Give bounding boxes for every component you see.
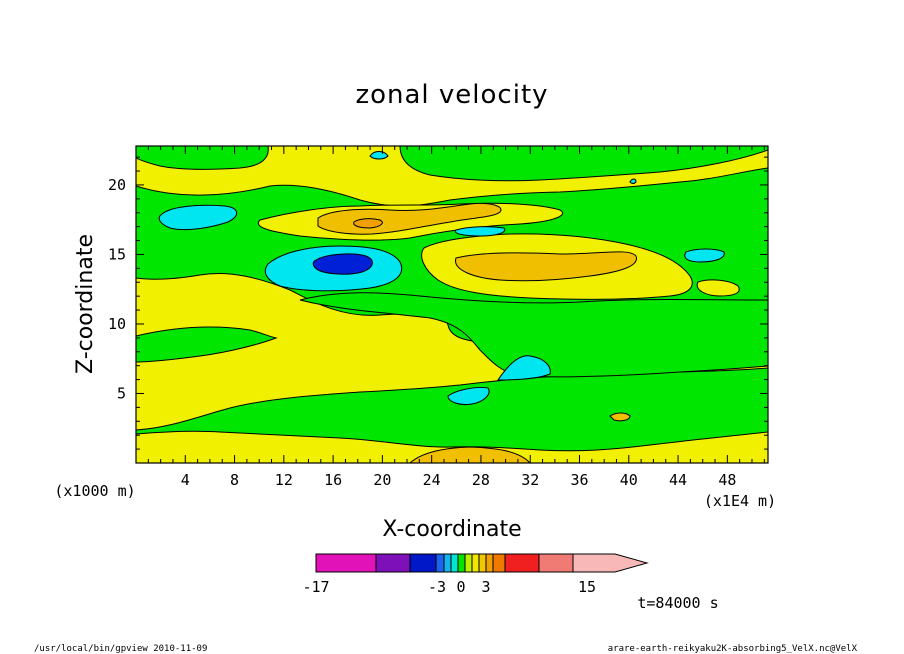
x-tick-label: 36 bbox=[570, 471, 588, 489]
x-tick-label: 12 bbox=[275, 471, 293, 489]
colorbar-labels: -17 -3 0 3 15 bbox=[302, 578, 596, 596]
colorbar-label: 15 bbox=[578, 578, 596, 596]
colorbar-label: 0 bbox=[456, 578, 465, 596]
region-green-mid bbox=[299, 292, 768, 378]
region-orange2-upper bbox=[353, 218, 383, 229]
x-tick-label: 32 bbox=[521, 471, 539, 489]
colorbar bbox=[315, 553, 649, 573]
x-unit-label: (x1E4 m) bbox=[704, 492, 776, 510]
x-tick-label: 44 bbox=[669, 471, 687, 489]
region-green-left bbox=[136, 326, 278, 363]
region-cyan-dot bbox=[369, 151, 389, 160]
colorbar-segment bbox=[572, 553, 649, 573]
colorbar-segment bbox=[375, 553, 411, 573]
region-green-top bbox=[136, 146, 269, 170]
region-orange-mid bbox=[455, 251, 637, 282]
y-axis: 5 10 15 20 bbox=[108, 156, 768, 450]
colorbar-label: -17 bbox=[302, 578, 329, 596]
colorbar-segment bbox=[409, 553, 437, 573]
region-cyan-lower-left bbox=[447, 387, 490, 405]
x-tick-label: 24 bbox=[423, 471, 441, 489]
x-tick-label: 28 bbox=[472, 471, 490, 489]
x-tick-label: 40 bbox=[620, 471, 638, 489]
x-tick-label: 48 bbox=[718, 471, 736, 489]
y-tick-label: 20 bbox=[108, 176, 126, 194]
region-blue-center bbox=[312, 253, 373, 275]
region-cyan-left bbox=[158, 204, 238, 231]
colorbar-label: -3 bbox=[428, 578, 446, 596]
colorbar-segment bbox=[485, 553, 494, 573]
y-tick-label: 15 bbox=[108, 245, 126, 263]
x-tick-label: 20 bbox=[373, 471, 391, 489]
colorbar-segment bbox=[435, 553, 445, 573]
region-cyan-upper-mid bbox=[454, 226, 506, 237]
region-green-top-right bbox=[399, 146, 768, 182]
region-orange-small bbox=[609, 412, 631, 422]
y-axis-title: Z-coordinate bbox=[73, 234, 98, 374]
region-green-lower bbox=[136, 367, 768, 452]
x-tick-label: 4 bbox=[181, 471, 190, 489]
colorbar-segment bbox=[504, 553, 540, 573]
plot-frame bbox=[135, 145, 769, 464]
colorbar-segment bbox=[443, 553, 452, 573]
colorbar-label: 3 bbox=[481, 578, 490, 596]
time-label: t=84000 s bbox=[637, 594, 718, 612]
colorbar-segment bbox=[457, 553, 466, 573]
footer-right: arare-earth-reikyaku2K-absorbing5_VelX.n… bbox=[608, 644, 858, 654]
colorbar-segment bbox=[492, 553, 506, 573]
colorbar-segment bbox=[450, 553, 459, 573]
colorbar-segment bbox=[315, 553, 377, 573]
region-cyan-lower bbox=[497, 355, 551, 381]
x-tick-label: 16 bbox=[324, 471, 342, 489]
y-unit-label: (x1000 m) bbox=[54, 482, 135, 500]
colorbar-segment bbox=[538, 553, 574, 573]
region-cyan-dot2 bbox=[629, 178, 637, 184]
region-yellow-small-r bbox=[696, 279, 740, 297]
y-tick-label: 5 bbox=[117, 384, 126, 402]
chart-title: zonal velocity bbox=[355, 80, 548, 110]
x-tick-label: 8 bbox=[230, 471, 239, 489]
y-tick-label: 10 bbox=[108, 315, 126, 333]
plot-area bbox=[136, 146, 768, 463]
region-orange-bottom bbox=[409, 446, 531, 463]
x-axis: 4 8 12 16 20 24 28 32 36 40 44 48 bbox=[147, 146, 765, 489]
colorbar-segment bbox=[478, 553, 487, 573]
region-cyan-right bbox=[684, 248, 725, 263]
x-axis-title: X-coordinate bbox=[382, 517, 521, 542]
colorbar-segment bbox=[464, 553, 473, 573]
footer-left: /usr/local/bin/gpview 2010-11-09 bbox=[34, 644, 207, 654]
colorbar-segment bbox=[471, 553, 480, 573]
